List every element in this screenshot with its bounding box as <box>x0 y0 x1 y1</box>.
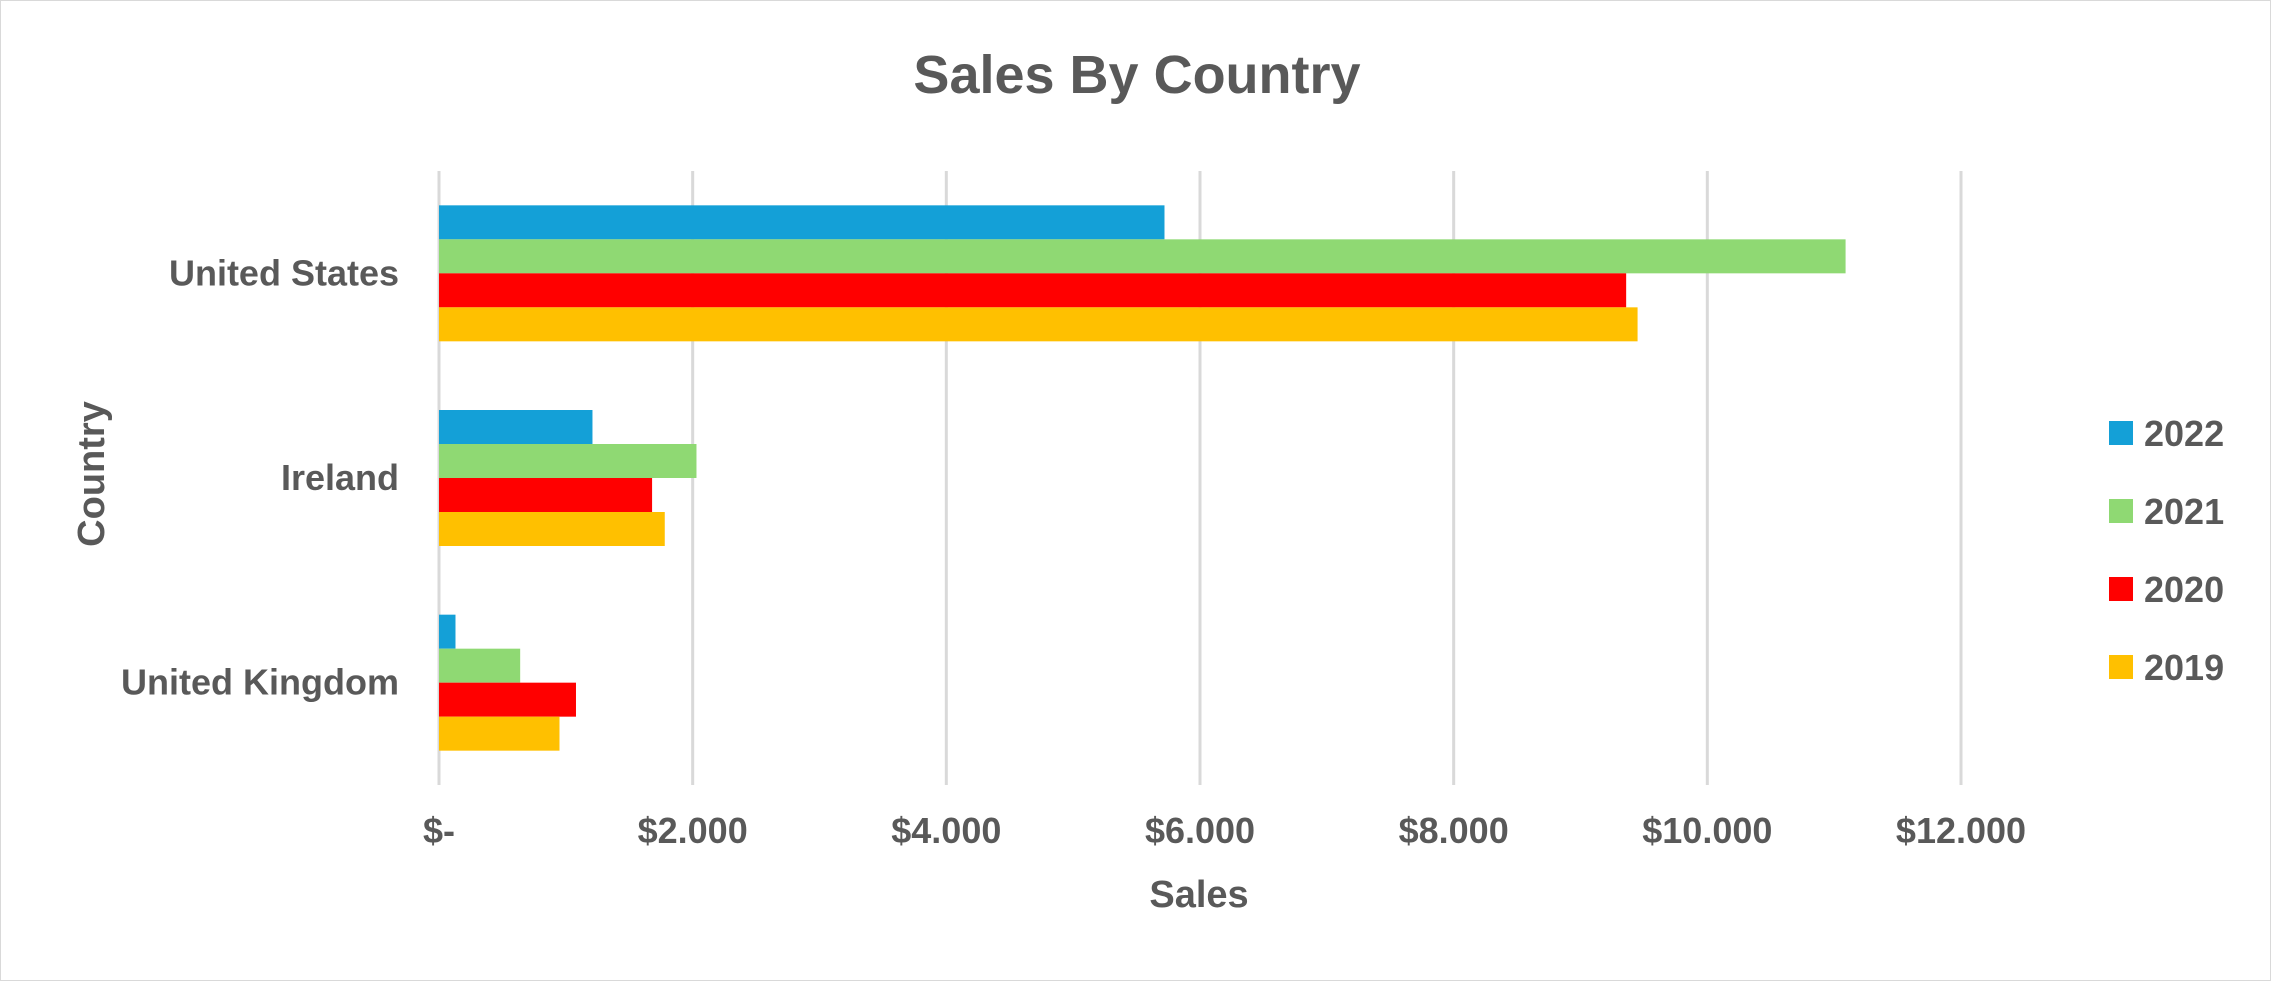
x-tick-label-0: $- <box>423 810 455 851</box>
bar-united-kingdom-2019 <box>439 716 560 751</box>
bar-united-kingdom-2021 <box>439 648 521 683</box>
bar-ireland-2022 <box>439 410 593 444</box>
bar-united-states-2019 <box>439 307 1638 342</box>
bar-united-kingdom-2022 <box>439 614 456 649</box>
category-label-0: United States <box>169 252 399 293</box>
bar-united-states-2022 <box>439 205 1165 240</box>
x-tick-label-6: $12.000 <box>1896 810 2026 851</box>
bars <box>439 205 1846 751</box>
x-tick-label-4: $8.000 <box>1399 810 1509 851</box>
legend-label-2021: 2021 <box>2144 491 2224 532</box>
bar-ireland-2021 <box>439 444 697 478</box>
legend-label-2022: 2022 <box>2144 413 2224 454</box>
category-label-2: United Kingdom <box>121 662 399 703</box>
x-tick-labels: $- $2.000 $4.000 $6.000 $8.000 $10.000 $12.000 <box>423 810 2026 851</box>
bar-united-states-2020 <box>439 273 1627 308</box>
x-tick-label-3: $6.000 <box>1145 810 1255 851</box>
legend: 2022 2021 2020 2019 <box>2109 413 2224 688</box>
x-axis-title: Sales <box>1149 874 1248 916</box>
legend-swatch-2019 <box>2109 655 2133 679</box>
chart-title: Sales By Country <box>913 45 1360 105</box>
category-label-1: Ireland <box>281 457 399 498</box>
x-tick-label-5: $10.000 <box>1642 810 1772 851</box>
bar-ireland-2020 <box>439 478 653 512</box>
bar-ireland-2019 <box>439 512 665 546</box>
category-labels: United States Ireland United Kingdom <box>121 252 399 702</box>
bar-united-states-2021 <box>439 239 1846 274</box>
legend-swatch-2020 <box>2109 577 2133 601</box>
legend-label-2019: 2019 <box>2144 647 2224 688</box>
y-axis-title: Country <box>71 401 113 547</box>
bar-united-kingdom-2020 <box>439 682 576 717</box>
legend-label-2020: 2020 <box>2144 569 2224 610</box>
legend-swatch-2022 <box>2109 421 2133 445</box>
x-tick-label-1: $2.000 <box>638 810 748 851</box>
x-tick-label-2: $4.000 <box>891 810 1001 851</box>
legend-swatch-2021 <box>2109 499 2133 523</box>
